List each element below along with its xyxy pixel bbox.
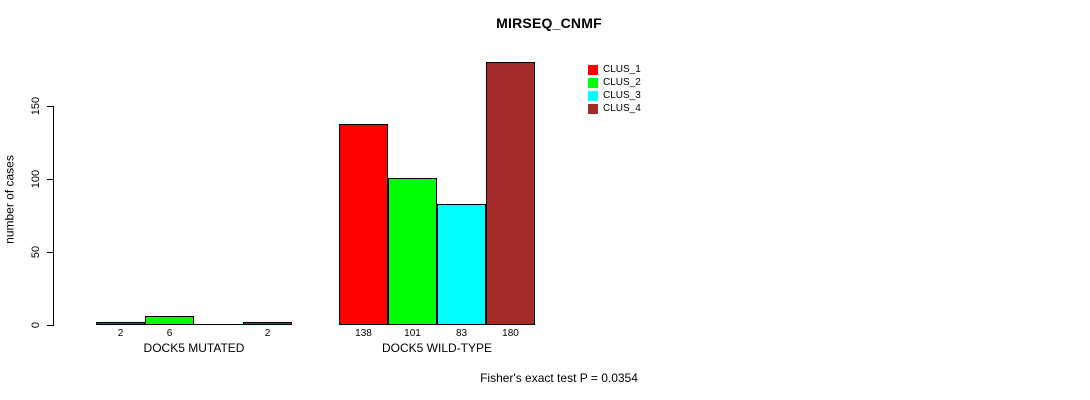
y-tick	[47, 325, 53, 326]
y-tick-label: 150	[30, 96, 42, 116]
y-tick	[47, 252, 53, 253]
legend-item: CLUS_3	[588, 89, 641, 102]
bar-clus_2	[388, 178, 437, 325]
bar-clus_1	[339, 124, 388, 325]
legend-item: CLUS_2	[588, 76, 641, 89]
y-tick-label: 0	[30, 321, 42, 329]
legend-swatch-clus_2	[588, 77, 598, 88]
bar-value-label: 83	[455, 328, 468, 339]
bar-value-label: 2	[264, 328, 271, 339]
bar-clus_4	[486, 62, 535, 325]
y-tick	[47, 179, 53, 180]
bar-clus_2	[145, 316, 194, 325]
y-tick	[47, 106, 53, 107]
legend-label: CLUS_3	[603, 90, 641, 101]
legend-swatch-clus_3	[588, 90, 598, 101]
bar-value-label: 180	[502, 328, 519, 339]
legend-swatch-clus_4	[588, 103, 598, 114]
y-tick-label: 50	[30, 245, 42, 259]
bar-clus_4	[243, 322, 292, 325]
legend-label: CLUS_1	[603, 64, 641, 75]
bar-value-label: 2	[117, 328, 124, 339]
group-label: DOCK5 MUTATED	[143, 341, 245, 355]
legend-item: CLUS_1	[588, 63, 641, 76]
bar-value-label: 6	[166, 328, 173, 339]
y-tick-label: 100	[30, 169, 42, 189]
bar-value-label: 101	[404, 328, 421, 339]
legend-item: CLUS_4	[588, 102, 641, 115]
legend-label: CLUS_2	[603, 77, 641, 88]
bar-clus_3	[437, 204, 486, 325]
legend-swatch-clus_1	[588, 64, 598, 75]
chart-title: MIRSEQ_CNMF	[496, 15, 602, 31]
bar-clus_3-zero	[194, 324, 243, 325]
bar-value-label: 138	[355, 328, 372, 339]
legend-label: CLUS_4	[603, 103, 641, 114]
bar-clus_1	[96, 322, 145, 325]
legend: CLUS_1 CLUS_2 CLUS_3 CLUS_4	[588, 63, 641, 115]
group-label: DOCK5 WILD-TYPE	[381, 341, 492, 355]
y-axis-title: number of cases	[2, 155, 17, 244]
fisher-test-annotation: Fisher's exact test P = 0.0354	[480, 371, 638, 385]
y-axis-line	[53, 106, 54, 326]
